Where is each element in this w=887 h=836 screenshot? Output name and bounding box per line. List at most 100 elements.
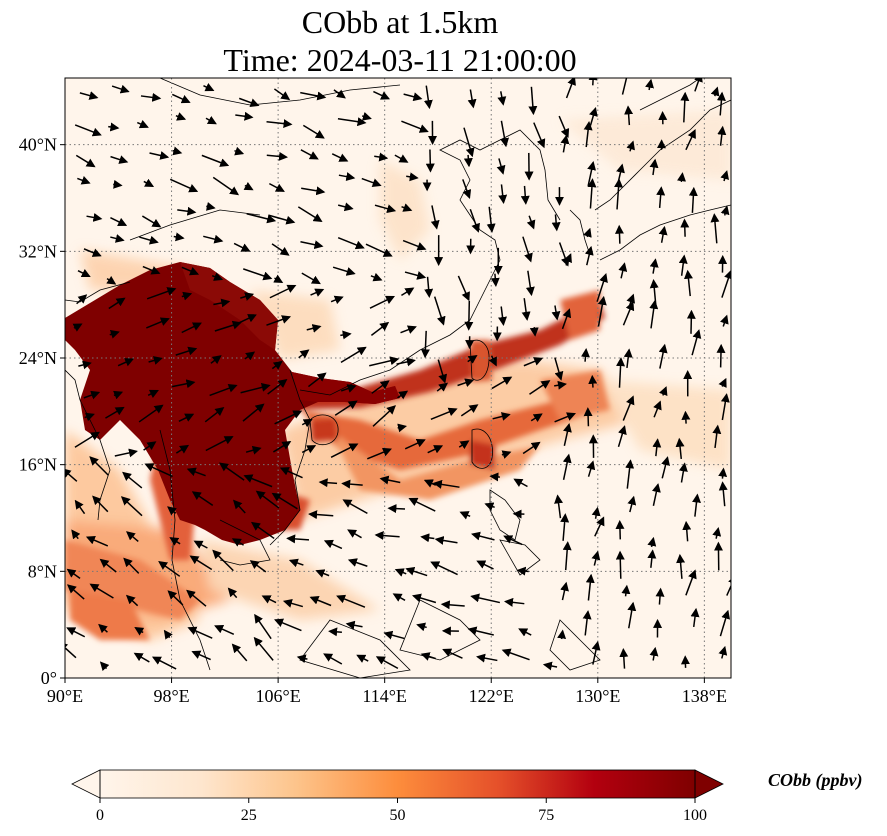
wind-arrow <box>412 593 437 604</box>
wind-arrow <box>463 127 475 158</box>
wind-arrow <box>109 329 120 339</box>
wind-arrow <box>123 557 140 574</box>
wind-arrow <box>616 357 626 388</box>
wind-arrow <box>551 214 561 232</box>
wind-arrow <box>430 561 458 576</box>
wind-arrow <box>77 268 91 278</box>
wind-arrow <box>338 172 356 182</box>
wind-arrow <box>108 122 120 132</box>
wind-arrow <box>374 152 389 162</box>
lat-tick-label: 32°N <box>19 241 57 261</box>
wind-arrow <box>717 125 727 146</box>
wind-arrow <box>710 213 720 244</box>
wind-arrow <box>234 146 245 156</box>
wind-arrow <box>158 560 181 577</box>
map-frame <box>64 77 732 679</box>
colorbar-tick-label: 0 <box>96 807 104 824</box>
lat-tick-label: 40°N <box>19 135 57 155</box>
wind-arrow <box>678 462 688 483</box>
wind-arrow <box>99 558 117 573</box>
wind-arrow <box>238 97 260 107</box>
wind-arrow <box>240 383 271 394</box>
wind-arrow <box>187 626 213 639</box>
colorbar-tick-label: 25 <box>241 807 257 824</box>
wind-arrow <box>186 467 206 477</box>
lat-tick-label: 0° <box>41 668 57 688</box>
wind-arrow <box>525 270 535 297</box>
wind-arrow <box>680 218 690 237</box>
wind-arrow <box>85 535 109 547</box>
wind-arrow <box>83 248 102 257</box>
wind-arrow <box>591 550 601 566</box>
wind-arrow <box>720 314 729 327</box>
wind-arrow <box>488 355 497 367</box>
wind-arrow <box>345 620 363 630</box>
wind-arrow <box>513 478 528 488</box>
wind-arrow <box>420 533 435 543</box>
wind-arrow <box>423 85 433 110</box>
wind-arrow <box>586 460 596 477</box>
wind-arrow <box>400 325 417 334</box>
wind-arrow <box>139 235 159 245</box>
wind-arrow <box>308 510 334 520</box>
lat-tick-label: 8°N <box>28 561 57 581</box>
wind-arrow <box>143 178 155 188</box>
wind-arrow <box>379 475 401 485</box>
wind-arrow <box>676 553 686 579</box>
wind-arrow <box>86 212 103 222</box>
wind-arrow <box>712 526 722 539</box>
wind-arrow <box>337 237 365 250</box>
wind-arrow <box>75 154 96 168</box>
wind-arrow <box>554 380 567 390</box>
wind-arrow <box>529 327 539 337</box>
wind-arrow <box>111 84 130 94</box>
wind-arrow <box>74 431 100 448</box>
wind-arrow <box>562 541 572 571</box>
wind-arrow <box>337 202 354 212</box>
wind-arrow <box>268 214 296 225</box>
wind-arrow <box>274 410 303 425</box>
wind-arrow <box>486 206 496 233</box>
wind-arrow <box>243 181 254 191</box>
wind-arrow <box>457 378 475 387</box>
wind-arrow <box>588 78 598 86</box>
wind-arrow <box>558 115 570 139</box>
wind-arrow <box>554 357 564 381</box>
wind-arrow <box>113 179 123 189</box>
colorbar-tick-label: 75 <box>538 807 554 824</box>
wind-arrow <box>685 569 697 596</box>
wind-arrow <box>619 647 629 669</box>
wind-arrow <box>167 506 177 516</box>
wind-arrow <box>430 205 440 230</box>
wind-arrow <box>140 92 162 102</box>
wind-arrow <box>117 358 135 367</box>
wind-arrow <box>120 496 143 517</box>
wind-arrow <box>374 204 397 214</box>
wind-arrow <box>266 151 288 161</box>
wind-arrow <box>242 268 273 281</box>
wind-arrow <box>78 360 92 370</box>
wind-arrow <box>74 499 86 515</box>
wind-arrow <box>721 269 731 298</box>
colorbar-tick-label: 50 <box>390 807 406 824</box>
wind-arrow <box>617 425 627 448</box>
lat-tick-label: 24°N <box>19 348 57 368</box>
wind-arrow <box>615 519 625 540</box>
wind-arrow <box>681 410 691 424</box>
wind-arrow <box>113 390 124 400</box>
lon-tick-label: 106°E <box>256 686 301 706</box>
wind-arrow <box>476 653 498 663</box>
wind-arrow <box>371 380 390 394</box>
map-title-line-1: CObb at 1.5km <box>301 4 499 40</box>
wind-arrow <box>330 295 344 305</box>
longitude-tick-labels: 90°E 98°E 106°E 114°E 122°E 130°E 138°E <box>47 678 727 706</box>
wind-arrow <box>615 550 625 579</box>
wind-arrow <box>497 91 507 106</box>
wind-arrow <box>273 274 284 283</box>
wind-arrow <box>367 447 392 460</box>
wind-arrow <box>720 393 730 421</box>
wind-arrow <box>370 321 390 336</box>
wind-arrow <box>498 306 507 326</box>
wind-arrow <box>560 581 569 601</box>
wind-arrow <box>434 536 458 545</box>
